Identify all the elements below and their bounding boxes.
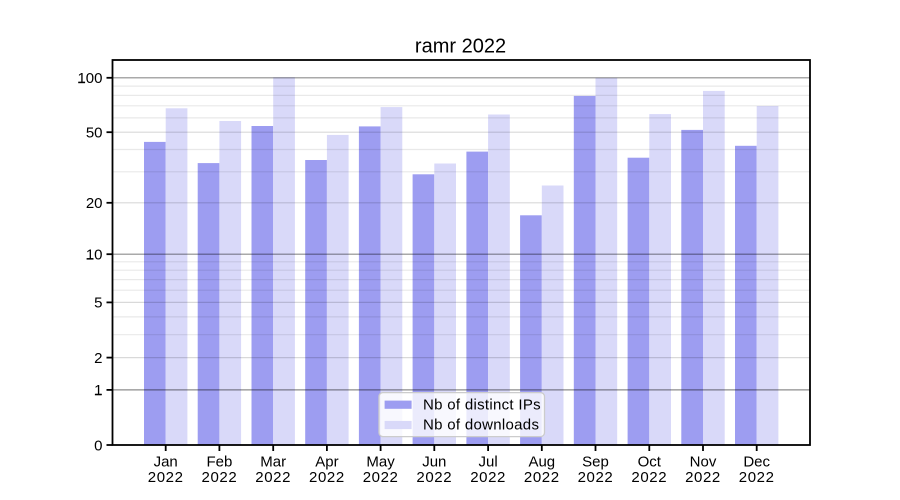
svg-text:2022: 2022 [309, 469, 345, 486]
svg-text:1: 1 [94, 382, 102, 399]
svg-text:2022: 2022 [631, 469, 667, 486]
svg-text:Oct: Oct [638, 453, 662, 470]
svg-text:0: 0 [94, 437, 102, 454]
svg-text:Dec: Dec [743, 453, 770, 470]
svg-text:Apr: Apr [315, 453, 338, 470]
svg-text:2022: 2022 [255, 469, 291, 486]
svg-text:100: 100 [77, 70, 102, 87]
svg-text:2022: 2022 [148, 469, 184, 486]
svg-text:Mar: Mar [260, 453, 286, 470]
svg-text:May: May [366, 453, 395, 470]
svg-text:Jan: Jan [154, 453, 178, 470]
svg-text:Nb of distinct IPs: Nb of distinct IPs [423, 396, 541, 413]
svg-text:2022: 2022 [416, 469, 452, 486]
svg-text:ramr 2022: ramr 2022 [415, 36, 506, 58]
svg-text:2022: 2022 [363, 469, 399, 486]
svg-text:2022: 2022 [202, 469, 238, 486]
svg-text:5: 5 [94, 295, 102, 312]
svg-text:2022: 2022 [685, 469, 721, 486]
svg-text:10: 10 [86, 247, 103, 264]
svg-text:2022: 2022 [524, 469, 560, 486]
svg-text:Feb: Feb [206, 453, 232, 470]
svg-text:2022: 2022 [578, 469, 614, 486]
svg-text:50: 50 [86, 125, 103, 142]
svg-text:Jul: Jul [479, 453, 498, 470]
svg-text:Nov: Nov [690, 453, 717, 470]
svg-text:2022: 2022 [739, 469, 775, 486]
svg-text:Jun: Jun [422, 453, 446, 470]
svg-text:2: 2 [94, 350, 102, 367]
svg-text:2022: 2022 [470, 469, 506, 486]
svg-text:Sep: Sep [582, 453, 609, 470]
svg-text:20: 20 [86, 195, 103, 212]
svg-text:Nb of downloads: Nb of downloads [423, 417, 539, 434]
svg-text:Aug: Aug [528, 453, 555, 470]
